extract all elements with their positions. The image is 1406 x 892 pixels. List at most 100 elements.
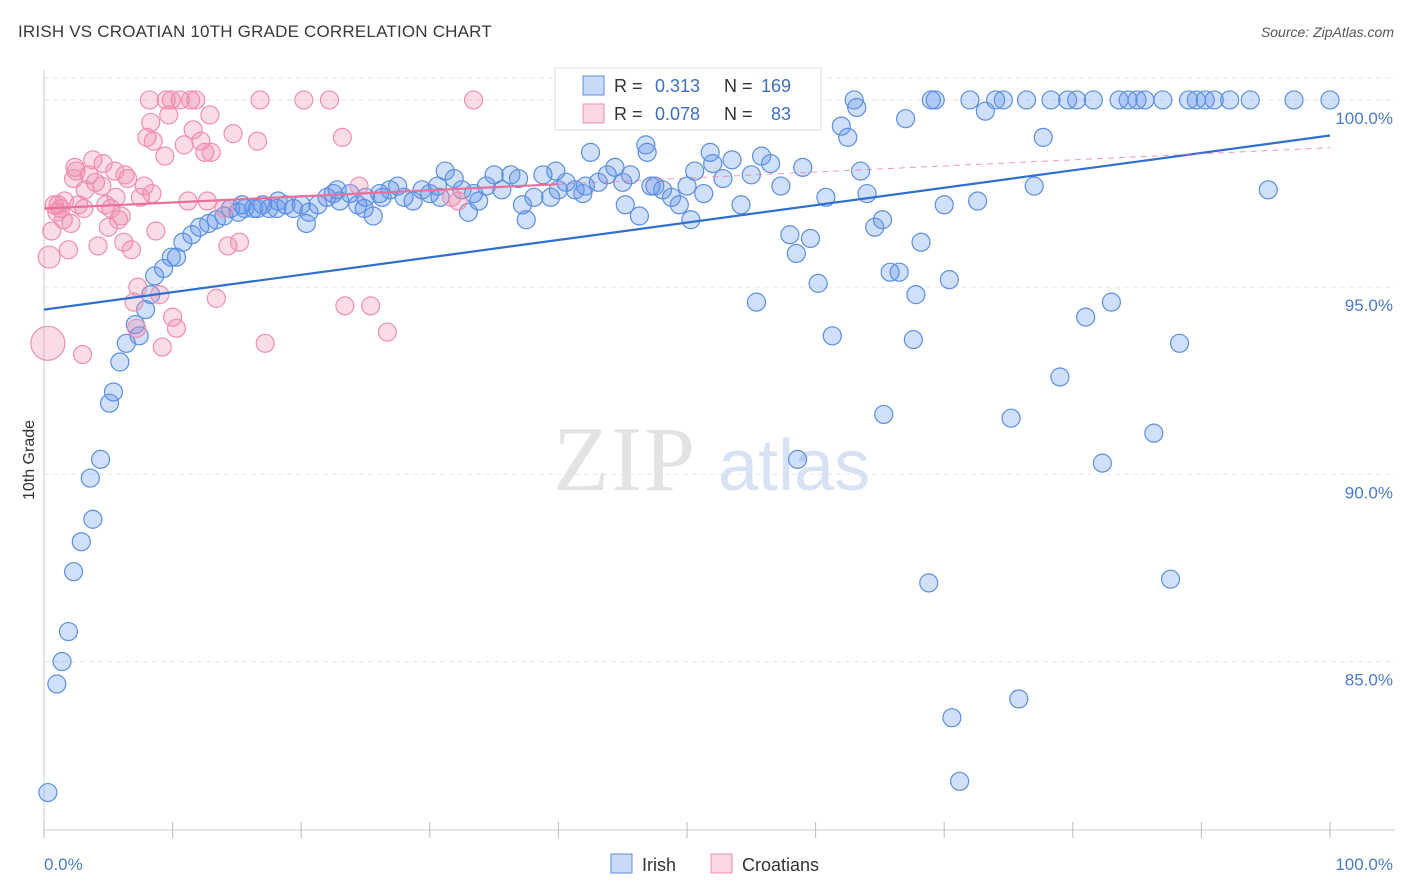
irish-point: [615, 195, 635, 215]
croatian-point: [294, 90, 314, 110]
irish-point: [1144, 423, 1164, 443]
croatian-point: [214, 198, 234, 219]
croatian-point: [65, 157, 85, 177]
irish-point: [703, 153, 723, 174]
irish-point: [677, 176, 697, 196]
irish-point: [444, 168, 464, 189]
irish-point: [831, 116, 851, 136]
croatian-point: [152, 337, 172, 357]
croatian-point: [121, 240, 142, 260]
irish-point: [960, 90, 980, 110]
irish-point: [580, 142, 601, 162]
irish-point: [1153, 90, 1173, 110]
irish-point: [1009, 689, 1029, 709]
croatian-point: [58, 240, 79, 260]
croatian-point: [218, 236, 238, 256]
irish-point: [906, 285, 926, 305]
croatian-point: [128, 277, 148, 297]
legend-croatians-r-label: R =: [614, 104, 643, 124]
series-legend: Irish Croatians: [610, 853, 819, 875]
irish-point: [575, 176, 596, 196]
croatian-point: [114, 232, 134, 252]
croatian-point: [74, 198, 94, 219]
irish-point: [1033, 127, 1053, 147]
irish-point: [1127, 90, 1147, 110]
croatian-point: [255, 333, 275, 353]
croatian-point: [201, 142, 221, 162]
trend-lines: [43, 134, 1331, 311]
irish-point: [80, 468, 100, 488]
irish-point: [851, 161, 871, 181]
croatian-point: [48, 195, 68, 215]
irish-point: [1220, 90, 1240, 110]
irish-point: [613, 172, 633, 192]
croatian-point: [156, 90, 176, 110]
irish-point: [641, 176, 661, 196]
irish-point: [713, 168, 733, 189]
irish-point: [597, 165, 617, 185]
irish-point: [620, 165, 641, 185]
y-tick-label: 100.0%: [1335, 109, 1393, 128]
irish-point: [800, 228, 821, 249]
irish-point: [83, 509, 103, 529]
irish-point: [771, 176, 791, 196]
irish-point: [214, 206, 234, 226]
croatian-point: [377, 322, 397, 342]
irish-point: [822, 326, 842, 346]
irish-point: [793, 157, 813, 177]
legend-swatch-croatians: [582, 103, 605, 124]
irish-point: [939, 270, 959, 290]
irish-point: [47, 674, 67, 694]
x-tick-label-min: 0.0%: [44, 855, 83, 874]
croatian-trend-line: [43, 183, 559, 210]
irish-point: [135, 300, 156, 320]
irish-point: [896, 109, 916, 129]
irish-point: [921, 90, 941, 110]
croatian-point: [349, 176, 369, 196]
croatian-point: [332, 127, 352, 147]
irish-point: [681, 210, 701, 230]
watermark-zip: ZIP: [553, 408, 697, 510]
legend-croatians-n-value: 83: [771, 104, 791, 124]
croatian-point: [166, 318, 187, 338]
legend-box: [554, 67, 822, 131]
croatian-point: [141, 112, 161, 133]
croatian-point: [101, 198, 121, 219]
irish-point: [993, 90, 1013, 110]
legend-irish-r-label: R =: [614, 76, 643, 96]
legend-irish-n-value: 169: [761, 76, 791, 96]
irish-point: [986, 90, 1006, 110]
irish-point: [546, 161, 566, 181]
irish-point: [99, 393, 120, 413]
irish-point: [685, 161, 705, 181]
irish-point: [934, 195, 954, 215]
croatian-point: [88, 236, 108, 256]
irish-point: [327, 180, 347, 200]
croatian-point: [130, 187, 151, 207]
irish-point: [516, 210, 536, 230]
x-tick-label-max: 100.0%: [1335, 855, 1393, 874]
irish-point: [90, 449, 111, 469]
irish-point: [129, 326, 149, 346]
croatian-point: [72, 344, 93, 365]
tick-labels: 85.0% 90.0% 95.0% 100.0% 0.0% 100.0%: [44, 109, 1393, 874]
irish-point: [492, 180, 512, 200]
croatian-point: [229, 232, 250, 252]
irish-point: [354, 198, 374, 219]
irish-point: [484, 165, 504, 185]
legend-irish-n-label: N =: [724, 76, 753, 96]
irish-point: [722, 150, 742, 170]
irish-point: [746, 292, 767, 312]
irish-point: [1160, 569, 1181, 589]
croatian-point: [92, 176, 112, 196]
irish-point: [430, 187, 450, 207]
irish-point: [58, 621, 79, 642]
axes: [43, 70, 1395, 838]
irish-point: [1067, 90, 1087, 110]
croatian-point: [319, 90, 340, 110]
irish-point: [787, 449, 808, 469]
irish-point: [786, 243, 806, 264]
croatian-point: [126, 318, 147, 338]
irish-point: [874, 404, 894, 425]
